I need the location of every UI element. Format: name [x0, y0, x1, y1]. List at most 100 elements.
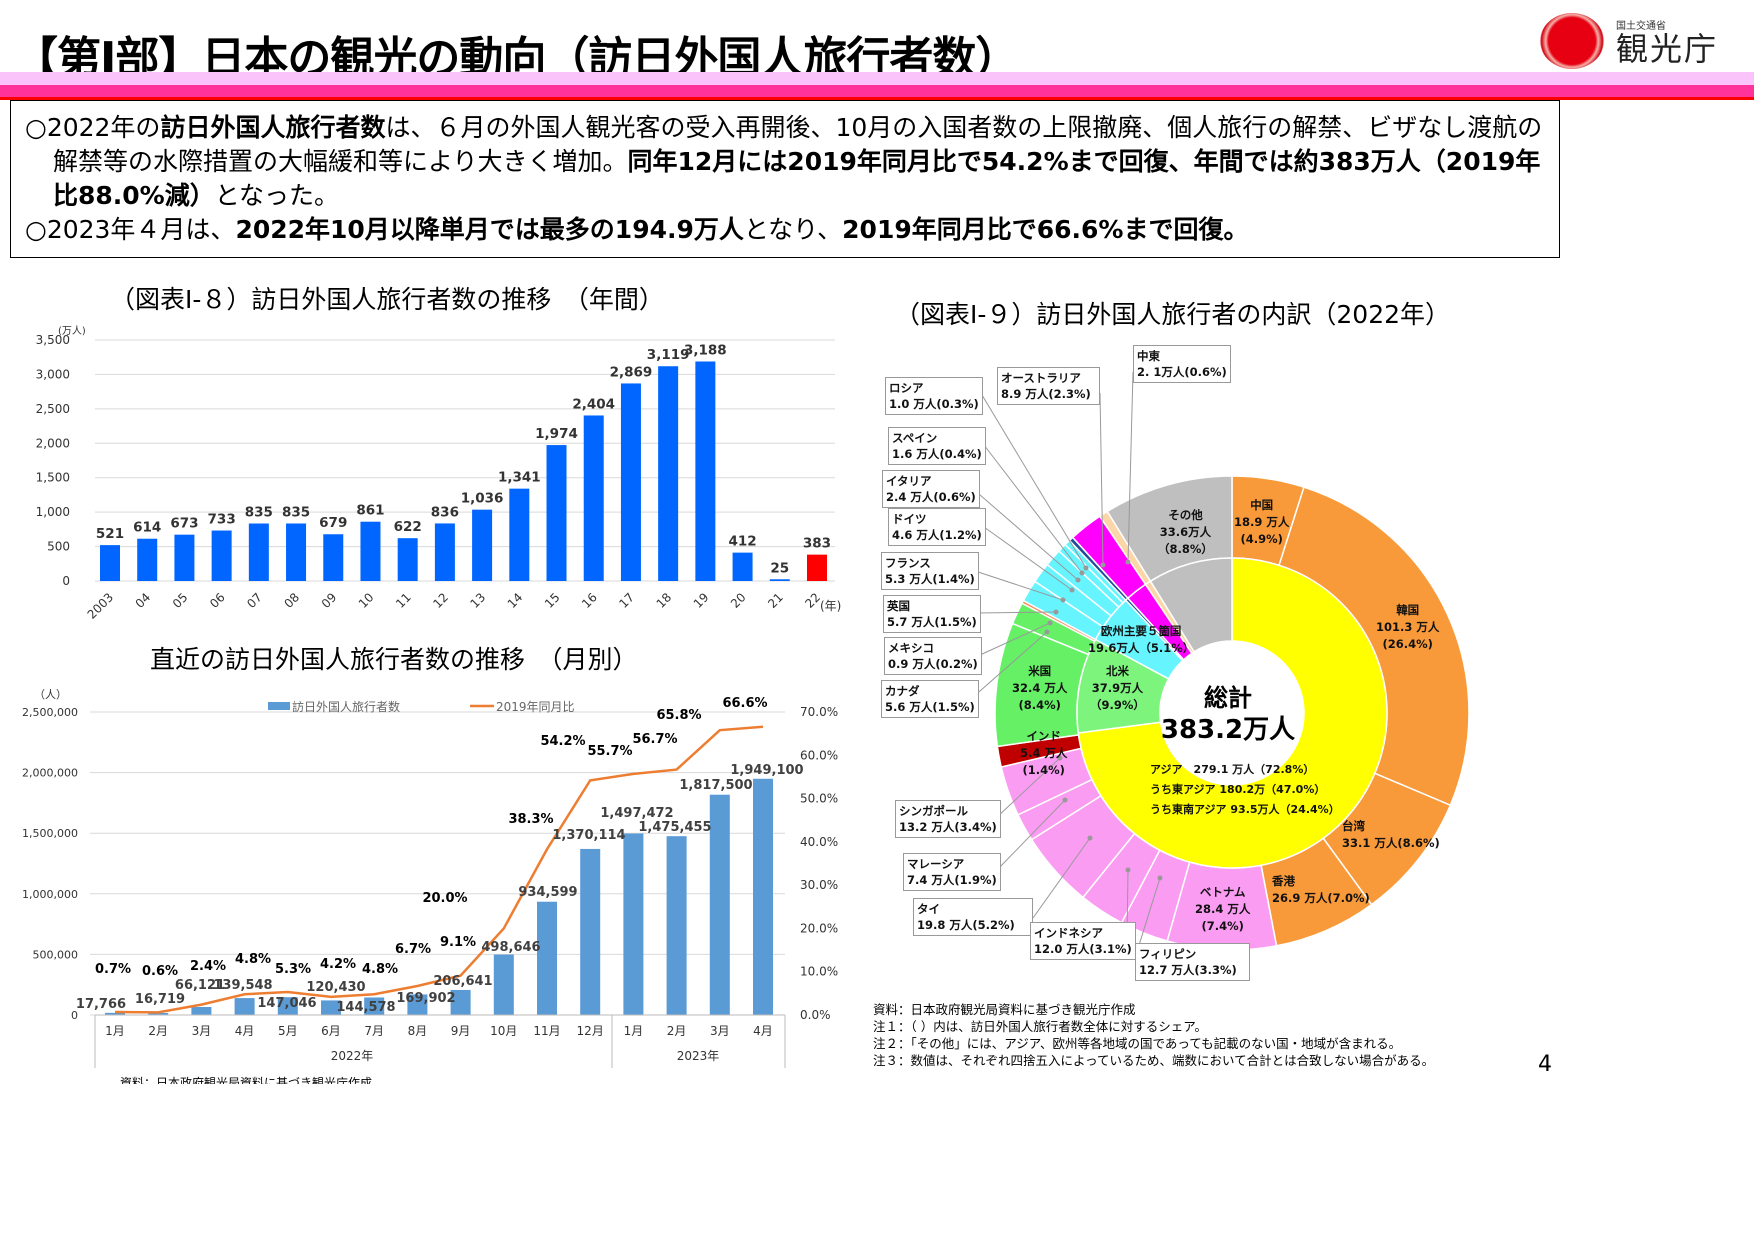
bar-value-label: 1,949,100: [730, 763, 803, 778]
x-tick-label: 6月: [321, 1024, 341, 1038]
bar-value-label: 679: [319, 515, 347, 531]
x-tick-label: 07: [244, 590, 265, 611]
leader-line: [983, 444, 1083, 574]
callout-name: メキシコ: [888, 641, 934, 655]
bar-value-label: 16,719: [135, 992, 185, 1007]
leader-dot: [1087, 835, 1093, 841]
donut-callout-box: メキシコ 0.9 万人(0.2%): [884, 637, 982, 675]
y-tick-label: 2,000,000: [22, 767, 78, 780]
callout-value: 12.7 万人(3.3%): [1139, 963, 1237, 977]
x-tick-label: 5月: [278, 1024, 298, 1038]
y2-tick-label: 70.0%: [800, 705, 838, 719]
bar: [580, 848, 601, 1015]
bar-value-label: 498,646: [481, 940, 540, 955]
bar-value-label: 1,370,114: [552, 828, 625, 843]
donut-callout-box: オーストラリア 8.9 万人(2.3%): [997, 367, 1100, 405]
y-tick-label: 3,000: [36, 367, 70, 381]
leader-line: [971, 631, 1048, 699]
bar: [769, 579, 790, 581]
note-2: 注２：「その他」には、アジア、欧州等各地域の国であっても記載のない国・地域が含ま…: [873, 1036, 1402, 1051]
bar: [623, 833, 644, 1015]
text: は、６月の外国人観光客の受入再開後、10月の入国者数の上限撤廃、個人旅行の解禁、…: [53, 113, 1543, 176]
text-bold: 2022年10月以降単月では最多の194.9万人: [235, 215, 744, 244]
y-tick-label: 1,500: [36, 471, 70, 485]
leader-dot: [1053, 609, 1059, 615]
callout-value: 2.4 万人(0.6%): [886, 490, 976, 504]
callout-name: 英国: [887, 599, 910, 613]
header-stripe-light: [0, 72, 1754, 85]
year-group-label: 2022年: [331, 1049, 374, 1063]
bar-value-label: 861: [356, 503, 384, 519]
bar-value-label: 25: [770, 560, 789, 576]
bar-value-label: 147,046: [257, 996, 316, 1011]
x-tick-label: 14: [505, 590, 526, 611]
bar: [100, 545, 120, 581]
donut-chart-title: （図表Ⅰ-９）訪日外国人旅行者の内訳（2022年）: [895, 300, 1451, 329]
annual-chart-title: （図表Ⅰ-８）訪日外国人旅行者数の推移 （年間）: [110, 285, 664, 314]
y-tick-label: 0: [62, 574, 70, 588]
note-1: 注１：（ ）内は、訪日外国人旅行者数全体に対するシェア。: [873, 1019, 1207, 1034]
callout-name: フランス: [885, 556, 931, 570]
bar: [360, 521, 381, 581]
leader-line: [971, 487, 1079, 581]
callout-value: 12.0 万人(3.1%): [1034, 942, 1132, 956]
bar-value-label: 835: [282, 505, 310, 521]
donut-callout-box: タイ 19.8 万人(5.2%): [913, 898, 1033, 936]
callout-value: 5.6 万人(1.5%): [885, 700, 975, 714]
legend-bar-swatch: [268, 702, 290, 710]
notes: 資料：日本政府観光局資料に基づき観光庁作成 注１：（ ）内は、訪日外国人旅行者数…: [873, 1001, 1434, 1069]
bar: [234, 998, 255, 1015]
leader-dot: [1157, 875, 1163, 881]
x-tick-label: 18: [654, 590, 675, 611]
x-tick-label: 9月: [451, 1024, 471, 1038]
leader-dot: [1044, 629, 1050, 635]
donut-total-label: 総計: [1204, 684, 1252, 712]
donut-label-hongkong: 香港 26.9 万人(7.0%): [1272, 874, 1370, 905]
donut-callout-box: スペイン 1.6 万人(0.4%): [888, 427, 986, 465]
bar: [509, 488, 530, 581]
x-tick-label: 13: [468, 590, 489, 611]
summary-paragraph-2: ○2023年４月は、2022年10月以降単月では最多の194.9万人となり、20…: [25, 213, 1547, 247]
logo-ministry: 国土交通省: [1616, 20, 1666, 32]
y-axis-unit: (万人): [58, 325, 86, 337]
monthly-source-note: 資料：日本政府観光局資料に基づき観光庁作成: [120, 1076, 373, 1084]
bar-value-label: 3,188: [684, 342, 727, 358]
callout-name: ドイツ: [892, 512, 927, 526]
callout-value: 4.6 万人(1.2%): [892, 528, 982, 542]
x-tick-label: 1月: [624, 1024, 644, 1038]
y2-tick-label: 30.0%: [800, 878, 838, 892]
callout-name: フィリピン: [1139, 947, 1197, 961]
header-stripe-pink: [0, 85, 1754, 97]
donut-callout-box: 中東 2. 1万人(0.6%): [1133, 345, 1231, 383]
callout-name: 中東: [1137, 349, 1160, 363]
bar-value-label: 2,404: [572, 396, 615, 412]
leader-dot: [1100, 562, 1106, 568]
x-tick-label: 06: [207, 590, 228, 611]
callout-value: 19.8 万人(5.2%): [917, 918, 1015, 932]
logo-mark-icon: [1540, 13, 1604, 69]
donut-label-india: インド 5.4 万人 (1.4%): [1020, 729, 1068, 777]
ratio-value-label: 2.4%: [190, 959, 226, 974]
x-tick-label: 17: [616, 590, 637, 611]
bar: [321, 1000, 341, 1015]
ratio-line: [114, 725, 764, 1014]
bar-value-label: 1,497,472: [600, 806, 673, 821]
x-tick-label: 7月: [364, 1024, 384, 1038]
leader-dot: [1060, 597, 1066, 603]
bar: [148, 1012, 169, 1015]
bar: [620, 383, 641, 581]
bar: [397, 538, 418, 581]
callout-value: 8.9 万人(2.3%): [1001, 387, 1091, 401]
text-bold: 訪日外国人旅行者数: [160, 113, 386, 142]
bar: [732, 552, 753, 581]
monthly-chart-title: 直近の訪日外国人旅行者数の推移 （月別）: [150, 645, 638, 674]
ratio-value-label: 0.7%: [95, 962, 131, 977]
x-tick-label: 2月: [148, 1024, 168, 1038]
ratio-value-label: 4.8%: [362, 962, 398, 977]
bar: [174, 534, 195, 581]
header-stripe-red: [0, 97, 1754, 100]
leader-line: [996, 799, 1066, 871]
donut-callout-box: フィリピン 12.7 万人(3.3%): [1135, 943, 1250, 981]
donut-callout-box: 英国 5.7 万人(1.5%): [883, 595, 981, 633]
ratio-value-label: 0.6%: [142, 964, 178, 979]
